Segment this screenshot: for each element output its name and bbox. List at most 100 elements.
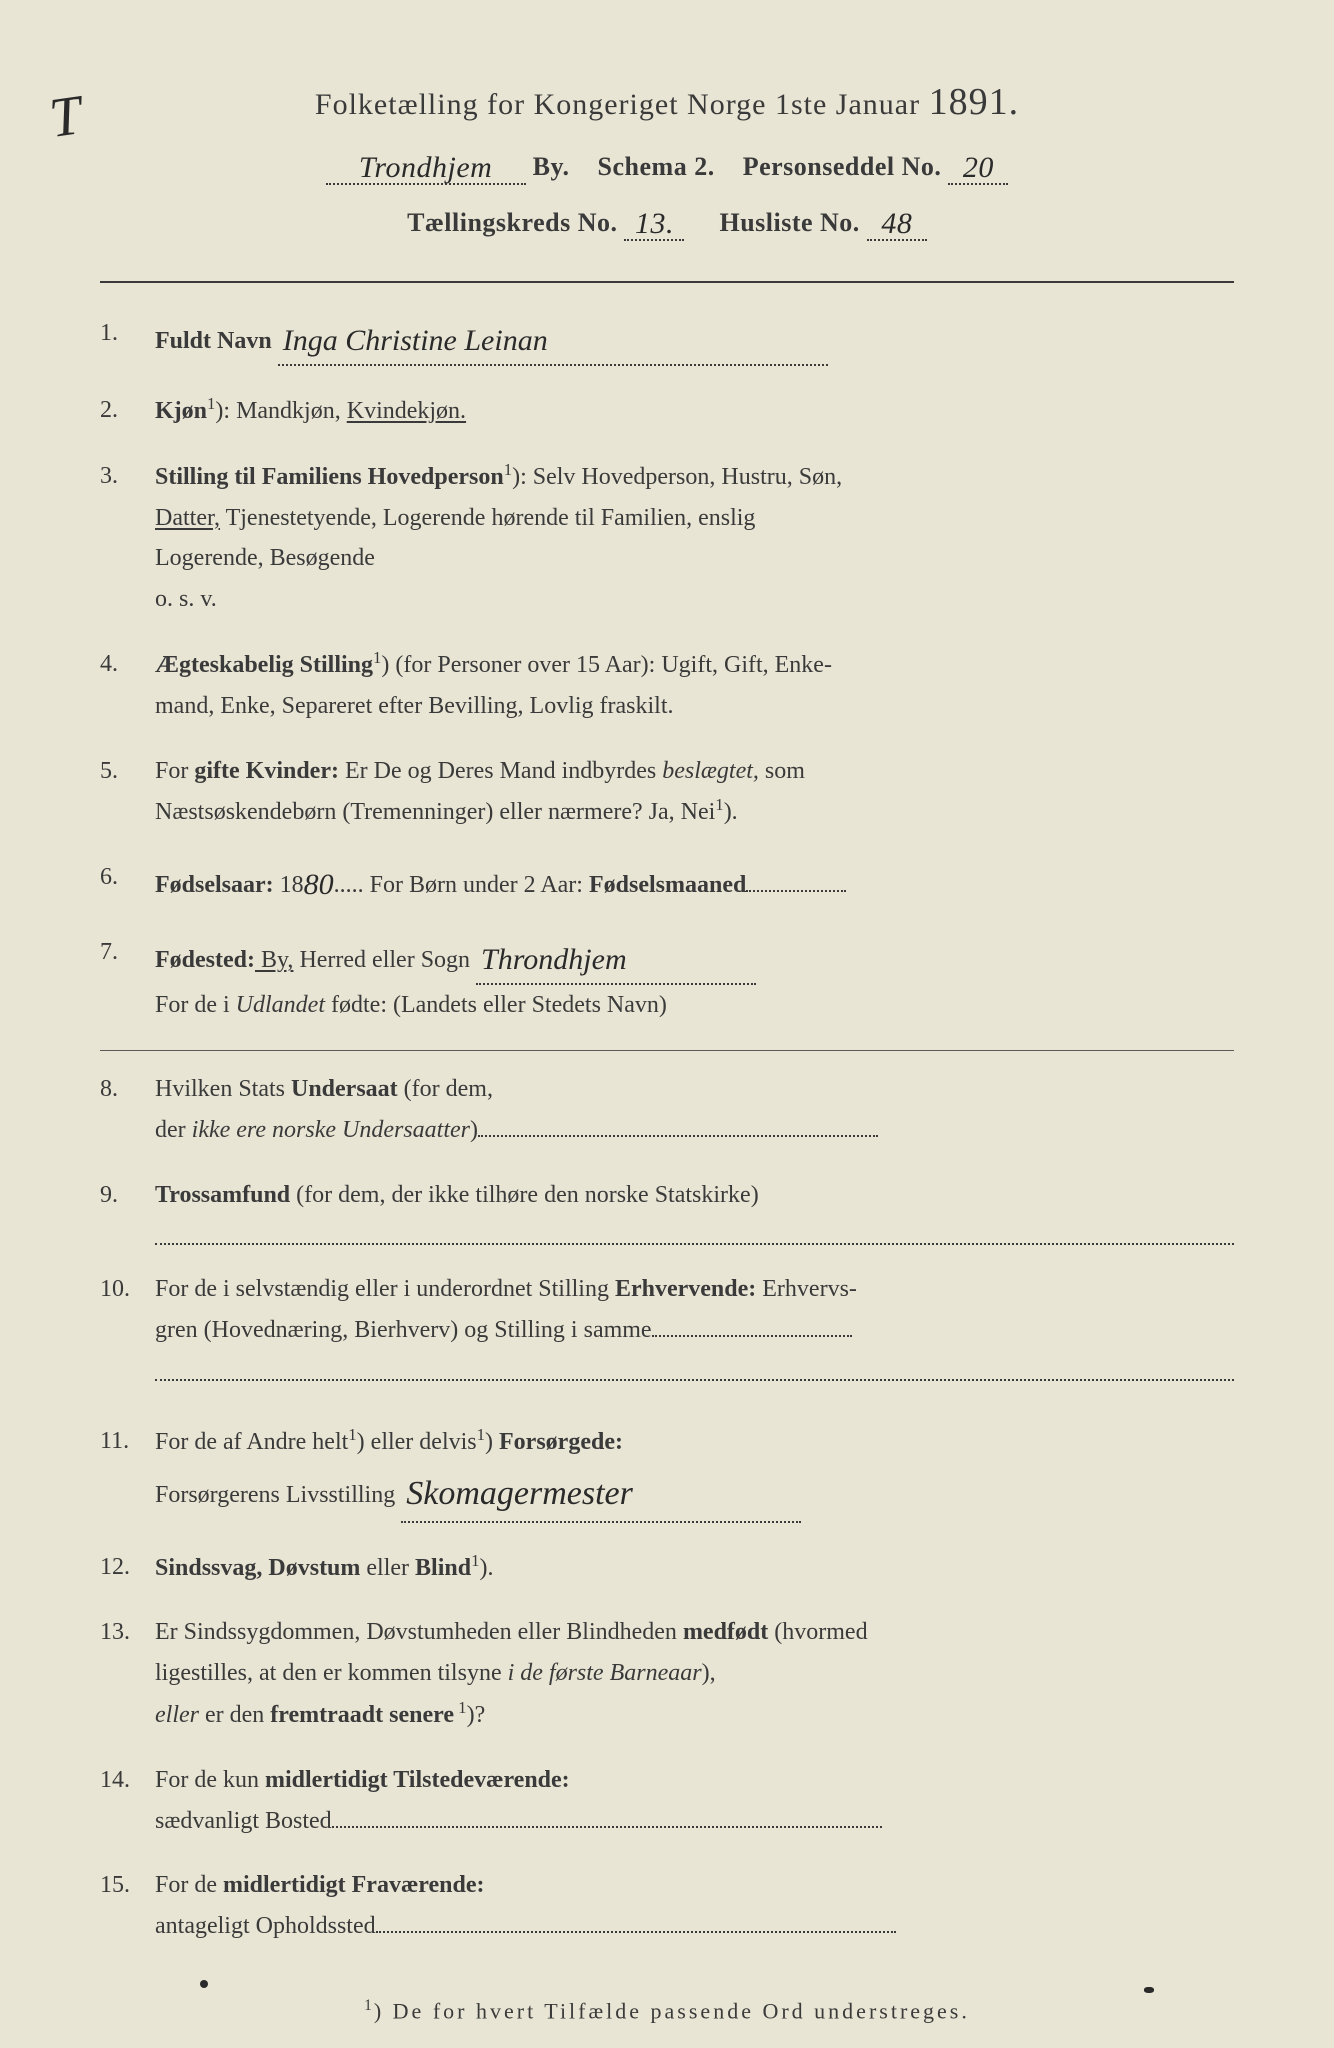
field-5-line2: Næstsøskendebørn (Tremenninger) eller næ… xyxy=(155,799,715,825)
field-13-line2b: ), xyxy=(702,1660,716,1686)
field-13-label: medfødt xyxy=(683,1619,768,1645)
field-8-italic1: ikke ere norske Undersaatter xyxy=(192,1117,470,1143)
ink-spot xyxy=(200,1980,208,1988)
field-13-line1: (hvormed xyxy=(768,1619,867,1645)
field-9-label: Trossamfund xyxy=(155,1182,290,1208)
field-15-label: midlertidigt Fraværende: xyxy=(223,1872,485,1898)
field-13-num: 13. xyxy=(100,1612,155,1653)
field-15-line2: antageligt Opholdssted xyxy=(155,1913,376,1939)
field-10-line1: Erhvervs- xyxy=(756,1276,857,1302)
field-8: 8. Hvilken Stats Undersaat (for dem, der… xyxy=(100,1069,1234,1151)
field-5-sup: 1 xyxy=(715,795,723,814)
field-15-prefix: For de xyxy=(155,1872,223,1898)
field-11-num: 11. xyxy=(100,1421,155,1462)
field-13-line3italic: eller xyxy=(155,1702,199,1728)
field-3-line4: o. s. v. xyxy=(155,586,217,612)
field-13-line2: ligestilles, at den er kommen tilsyne xyxy=(155,1660,508,1686)
city-field: Trondhjem xyxy=(326,149,526,185)
header-row-2: Tællingskreds No. 13. Husliste No. 48 xyxy=(100,205,1234,241)
field-3-sup: 1 xyxy=(504,460,512,479)
field-13-prefix: Er Sindssygdommen, Døvstumheden eller Bl… xyxy=(155,1619,683,1645)
field-8-line2: der xyxy=(155,1117,192,1143)
field-12-mid: eller xyxy=(360,1555,415,1581)
field-15-num: 15. xyxy=(100,1865,155,1906)
field-11-sup1: 1 xyxy=(348,1425,356,1444)
footnote: 1) De for hvert Tilfælde passende Ord un… xyxy=(100,1997,1234,2024)
field-3-line2: Tjenestetyende, Logerende hørende til Fa… xyxy=(220,505,755,531)
field-12-content: Sindssvag, Døvstum eller Blind1). xyxy=(155,1547,1234,1589)
field-5-line1: Er De og Deres Mand indbyrdes xyxy=(339,758,662,784)
field-6-prefix: 18 xyxy=(274,872,304,898)
field-7-italic1: Udlandet xyxy=(236,992,325,1018)
field-2-underlined: Kvindekjøn. xyxy=(347,398,466,424)
ink-spot xyxy=(1144,1987,1154,1993)
field-1-num: 1. xyxy=(100,313,155,354)
field-3-num: 3. xyxy=(100,456,155,497)
field-15: 15. For de midlertidigt Fraværende: anta… xyxy=(100,1865,1234,1947)
form-header: Folketælling for Kongeriget Norge 1ste J… xyxy=(100,80,1234,241)
title-text: Folketælling for Kongeriget Norge 1ste J… xyxy=(315,88,920,121)
field-10: 10. For de i selvstændig eller i underor… xyxy=(100,1269,1234,1381)
field-1-content: Fuldt Navn Inga Christine Leinan xyxy=(155,313,1234,366)
field-6-blank xyxy=(746,890,846,892)
field-10-line2: gren (Hovednæring, Bierhverv) og Stillin… xyxy=(155,1317,652,1343)
field-11-prefix: For de af Andre helt xyxy=(155,1429,348,1455)
field-6: 6. Fødselsaar: 1880..... For Børn under … xyxy=(100,857,1234,908)
husliste-label: Husliste No. xyxy=(719,208,859,237)
field-1-label: Fuldt Navn xyxy=(155,328,272,354)
field-6-label2: Fødselsmaaned xyxy=(589,872,746,898)
field-10-blank2 xyxy=(155,1361,1234,1381)
birthplace-field: Throndhjem xyxy=(476,932,756,985)
field-14-content: For de kun midlertidigt Tilstedeværende:… xyxy=(155,1760,1234,1842)
field-4-num: 4. xyxy=(100,644,155,685)
field-7-line2b: fødte: (Landets eller Stedets Navn) xyxy=(325,992,667,1018)
field-7-underlined: By, xyxy=(255,947,293,973)
name-field: Inga Christine Leinan xyxy=(278,313,828,366)
provider-field: Skomagermester xyxy=(401,1463,801,1523)
field-6-label: Fødselsaar: xyxy=(155,872,274,898)
field-10-blank1 xyxy=(652,1335,852,1337)
field-8-content: Hvilken Stats Undersaat (for dem, der ik… xyxy=(155,1069,1234,1151)
field-10-label: Erhvervende: xyxy=(615,1276,756,1302)
by-label: By. xyxy=(533,152,570,181)
field-5-end: ). xyxy=(724,799,738,825)
field-10-content: For de i selvstændig eller i underordnet… xyxy=(155,1269,1234,1381)
field-13: 13. Er Sindssygdommen, Døvstumheden elle… xyxy=(100,1612,1234,1735)
field-7: 7. Fødested: By, Herred eller Sogn Thron… xyxy=(100,932,1234,1026)
city-value: Trondhjem xyxy=(359,151,492,184)
husliste-field: 48 xyxy=(867,205,927,241)
field-3-label: Stilling til Familiens Hovedperson xyxy=(155,464,504,490)
field-6-middle: ..... For Børn under 2 Aar: xyxy=(334,872,589,898)
field-5-italic1: beslægtet, xyxy=(662,758,759,784)
field-10-num: 10. xyxy=(100,1269,155,1310)
field-14-blank xyxy=(332,1826,882,1828)
name-value: Inga Christine Leinan xyxy=(283,324,548,357)
field-9-num: 9. xyxy=(100,1175,155,1216)
field-13-label2: fremtraadt senere xyxy=(270,1702,454,1728)
field-15-content: For de midlertidigt Fraværende: antageli… xyxy=(155,1865,1234,1947)
field-6-num: 6. xyxy=(100,857,155,898)
field-14-num: 14. xyxy=(100,1760,155,1801)
field-4-content: Ægteskabelig Stilling1) (for Personer ov… xyxy=(155,644,1234,727)
field-12-label2: Blind xyxy=(415,1555,471,1581)
field-7-num: 7. xyxy=(100,932,155,973)
field-5-label: gifte Kvinder: xyxy=(194,758,339,784)
field-2-options: ): Mandkjøn, xyxy=(215,398,346,424)
field-11-line1: ) xyxy=(485,1429,499,1455)
field-2: 2. Kjøn1): Mandkjøn, Kvindekjøn. xyxy=(100,390,1234,432)
provider-value: Skomagermester xyxy=(406,1475,633,1512)
field-11-label: Forsørgede: xyxy=(499,1429,623,1455)
field-5-line1b: som xyxy=(759,758,805,784)
field-14-line2: sædvanligt Bosted xyxy=(155,1808,332,1834)
field-3: 3. Stilling til Familiens Hovedperson1):… xyxy=(100,456,1234,620)
field-14-label: midlertidigt Tilstedeværende: xyxy=(265,1767,570,1793)
taellingskreds-field: 13. xyxy=(624,205,684,241)
taellingskreds-value: 13. xyxy=(635,207,674,240)
field-8-blank xyxy=(478,1135,878,1137)
title-year: 1891. xyxy=(929,81,1020,123)
birthplace-value: Throndhjem xyxy=(481,943,627,976)
title-line: Folketælling for Kongeriget Norge 1ste J… xyxy=(100,80,1234,124)
field-6-value: 80 xyxy=(304,868,334,901)
field-11: 11. For de af Andre helt1) eller delvis1… xyxy=(100,1421,1234,1523)
field-10-prefix: For de i selvstændig eller i underordnet… xyxy=(155,1276,615,1302)
